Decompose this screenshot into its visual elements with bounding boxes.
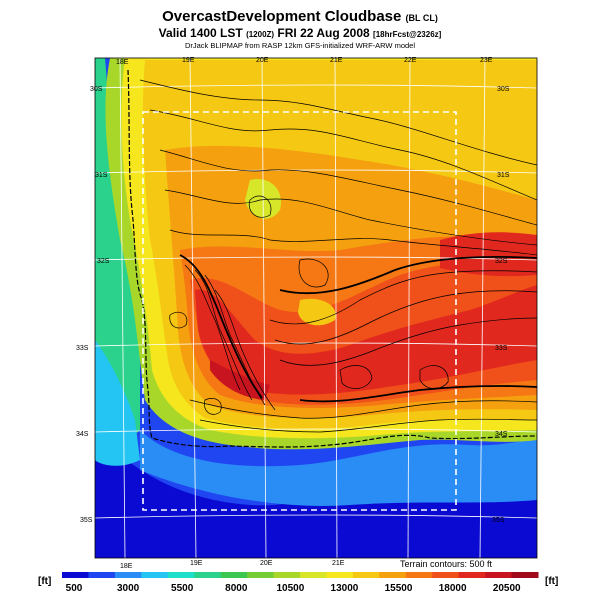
- colorbar-tick-label: 10500: [276, 583, 304, 594]
- valid-date: FRI 22 Aug 2008: [277, 26, 370, 40]
- lon-label: 23E: [480, 57, 493, 64]
- map-frame: [94, 57, 538, 559]
- lon-label: 22E: [404, 57, 417, 64]
- valid-time-line: Valid 1400 LST (1200Z) FRI 22 Aug 2008 […: [0, 26, 600, 40]
- lat-labels-right: 30S 31S 32S 33S 34S 35S: [492, 86, 510, 524]
- lat-label: 30S: [497, 86, 510, 93]
- lon-label: 19E: [190, 560, 203, 567]
- lon-label: 18E: [116, 59, 129, 66]
- colorbar-tick-label: 3000: [117, 583, 140, 594]
- valid-utc: (1200Z): [246, 30, 275, 39]
- colorbar-tick-label: 13000: [331, 583, 359, 594]
- lat-label: 32S: [495, 258, 508, 265]
- valid-text: Valid 1400 LST: [158, 26, 243, 40]
- lat-labels-left: 30S 31S 32S 33S 34S 35S: [76, 86, 110, 524]
- lon-label: 21E: [332, 560, 345, 567]
- colorbar-swatch: [379, 572, 407, 578]
- colorbar-swatch: [194, 572, 222, 578]
- colorbar-unit-left: [ft]: [38, 576, 51, 587]
- colorbar-tick-label: 500: [66, 583, 83, 594]
- colorbar-tick-label: 15500: [385, 583, 413, 594]
- lon-label: 19E: [182, 57, 195, 64]
- colorbar-swatch: [167, 572, 195, 578]
- lat-label: 31S: [497, 172, 510, 179]
- colorbar-swatch: [432, 572, 460, 578]
- colorbar-tick-label: 5500: [171, 583, 194, 594]
- colorbar-swatch: [114, 572, 142, 578]
- title-text: OvercastDevelopment Cloudbase: [162, 8, 402, 25]
- lat-label: 31S: [95, 172, 108, 179]
- colorbar-swatch: [511, 572, 539, 578]
- colorbar-swatch: [485, 572, 513, 578]
- graticule: [95, 58, 537, 558]
- colorbar-swatch: [62, 572, 89, 578]
- lon-label: 21E: [330, 57, 343, 64]
- lat-label: 30S: [90, 86, 103, 93]
- colorbar: [62, 572, 539, 578]
- colorbar-tick-label: 20500: [493, 583, 521, 594]
- model-credit: DrJack BLIPMAP from RASP 12km GFS-initia…: [184, 41, 416, 50]
- inner-domain-box: [142, 111, 457, 511]
- lat-label: 34S: [495, 431, 508, 438]
- colorbar-swatch: [88, 572, 116, 578]
- colorbar-swatch: [352, 572, 380, 578]
- forecast-tag: [18hrFcst@2326z]: [373, 30, 442, 39]
- lon-labels-bottom: 18E 19E 20E 21E: [120, 560, 345, 570]
- terrain-contours: [139, 79, 537, 433]
- lat-label: 35S: [80, 517, 93, 524]
- colorbar-swatch: [300, 572, 327, 578]
- cloudbase-field: [95, 58, 537, 558]
- lon-label: 18E: [120, 563, 133, 570]
- colorbar-swatch: [458, 572, 486, 578]
- bold-terrain-contours: [179, 254, 537, 403]
- lat-label: 34S: [76, 431, 89, 438]
- map-title: OvercastDevelopment Cloudbase (BL CL): [0, 8, 600, 25]
- colorbar-swatch: [405, 572, 433, 578]
- lat-label: 33S: [76, 345, 89, 352]
- colorbar-tick-label: 18000: [439, 583, 467, 594]
- lat-label: 33S: [495, 345, 508, 352]
- colorbar-swatch: [326, 572, 354, 578]
- colorbar-tick-label: 8000: [225, 583, 248, 594]
- title-suffix: (BL CL): [405, 13, 438, 23]
- colorbar-ticks: 500 3000 5500 8000 10500 13000 15500 18000 20500: [66, 583, 521, 594]
- lat-label: 35S: [492, 517, 505, 524]
- colorbar-swatch: [273, 572, 301, 578]
- lon-label: 20E: [256, 57, 269, 64]
- colorbar-swatch: [141, 572, 169, 578]
- lon-labels-top: 18E 19E 20E 21E 22E 23E: [116, 57, 493, 66]
- colorbar-swatch: [247, 572, 275, 578]
- lon-label: 20E: [260, 560, 273, 567]
- colorbar-unit-right: [ft]: [545, 576, 558, 587]
- terrain-contours-note: Terrain contours: 500 ft: [400, 559, 493, 569]
- lat-label: 32S: [97, 258, 110, 265]
- colorbar-swatch: [220, 572, 248, 578]
